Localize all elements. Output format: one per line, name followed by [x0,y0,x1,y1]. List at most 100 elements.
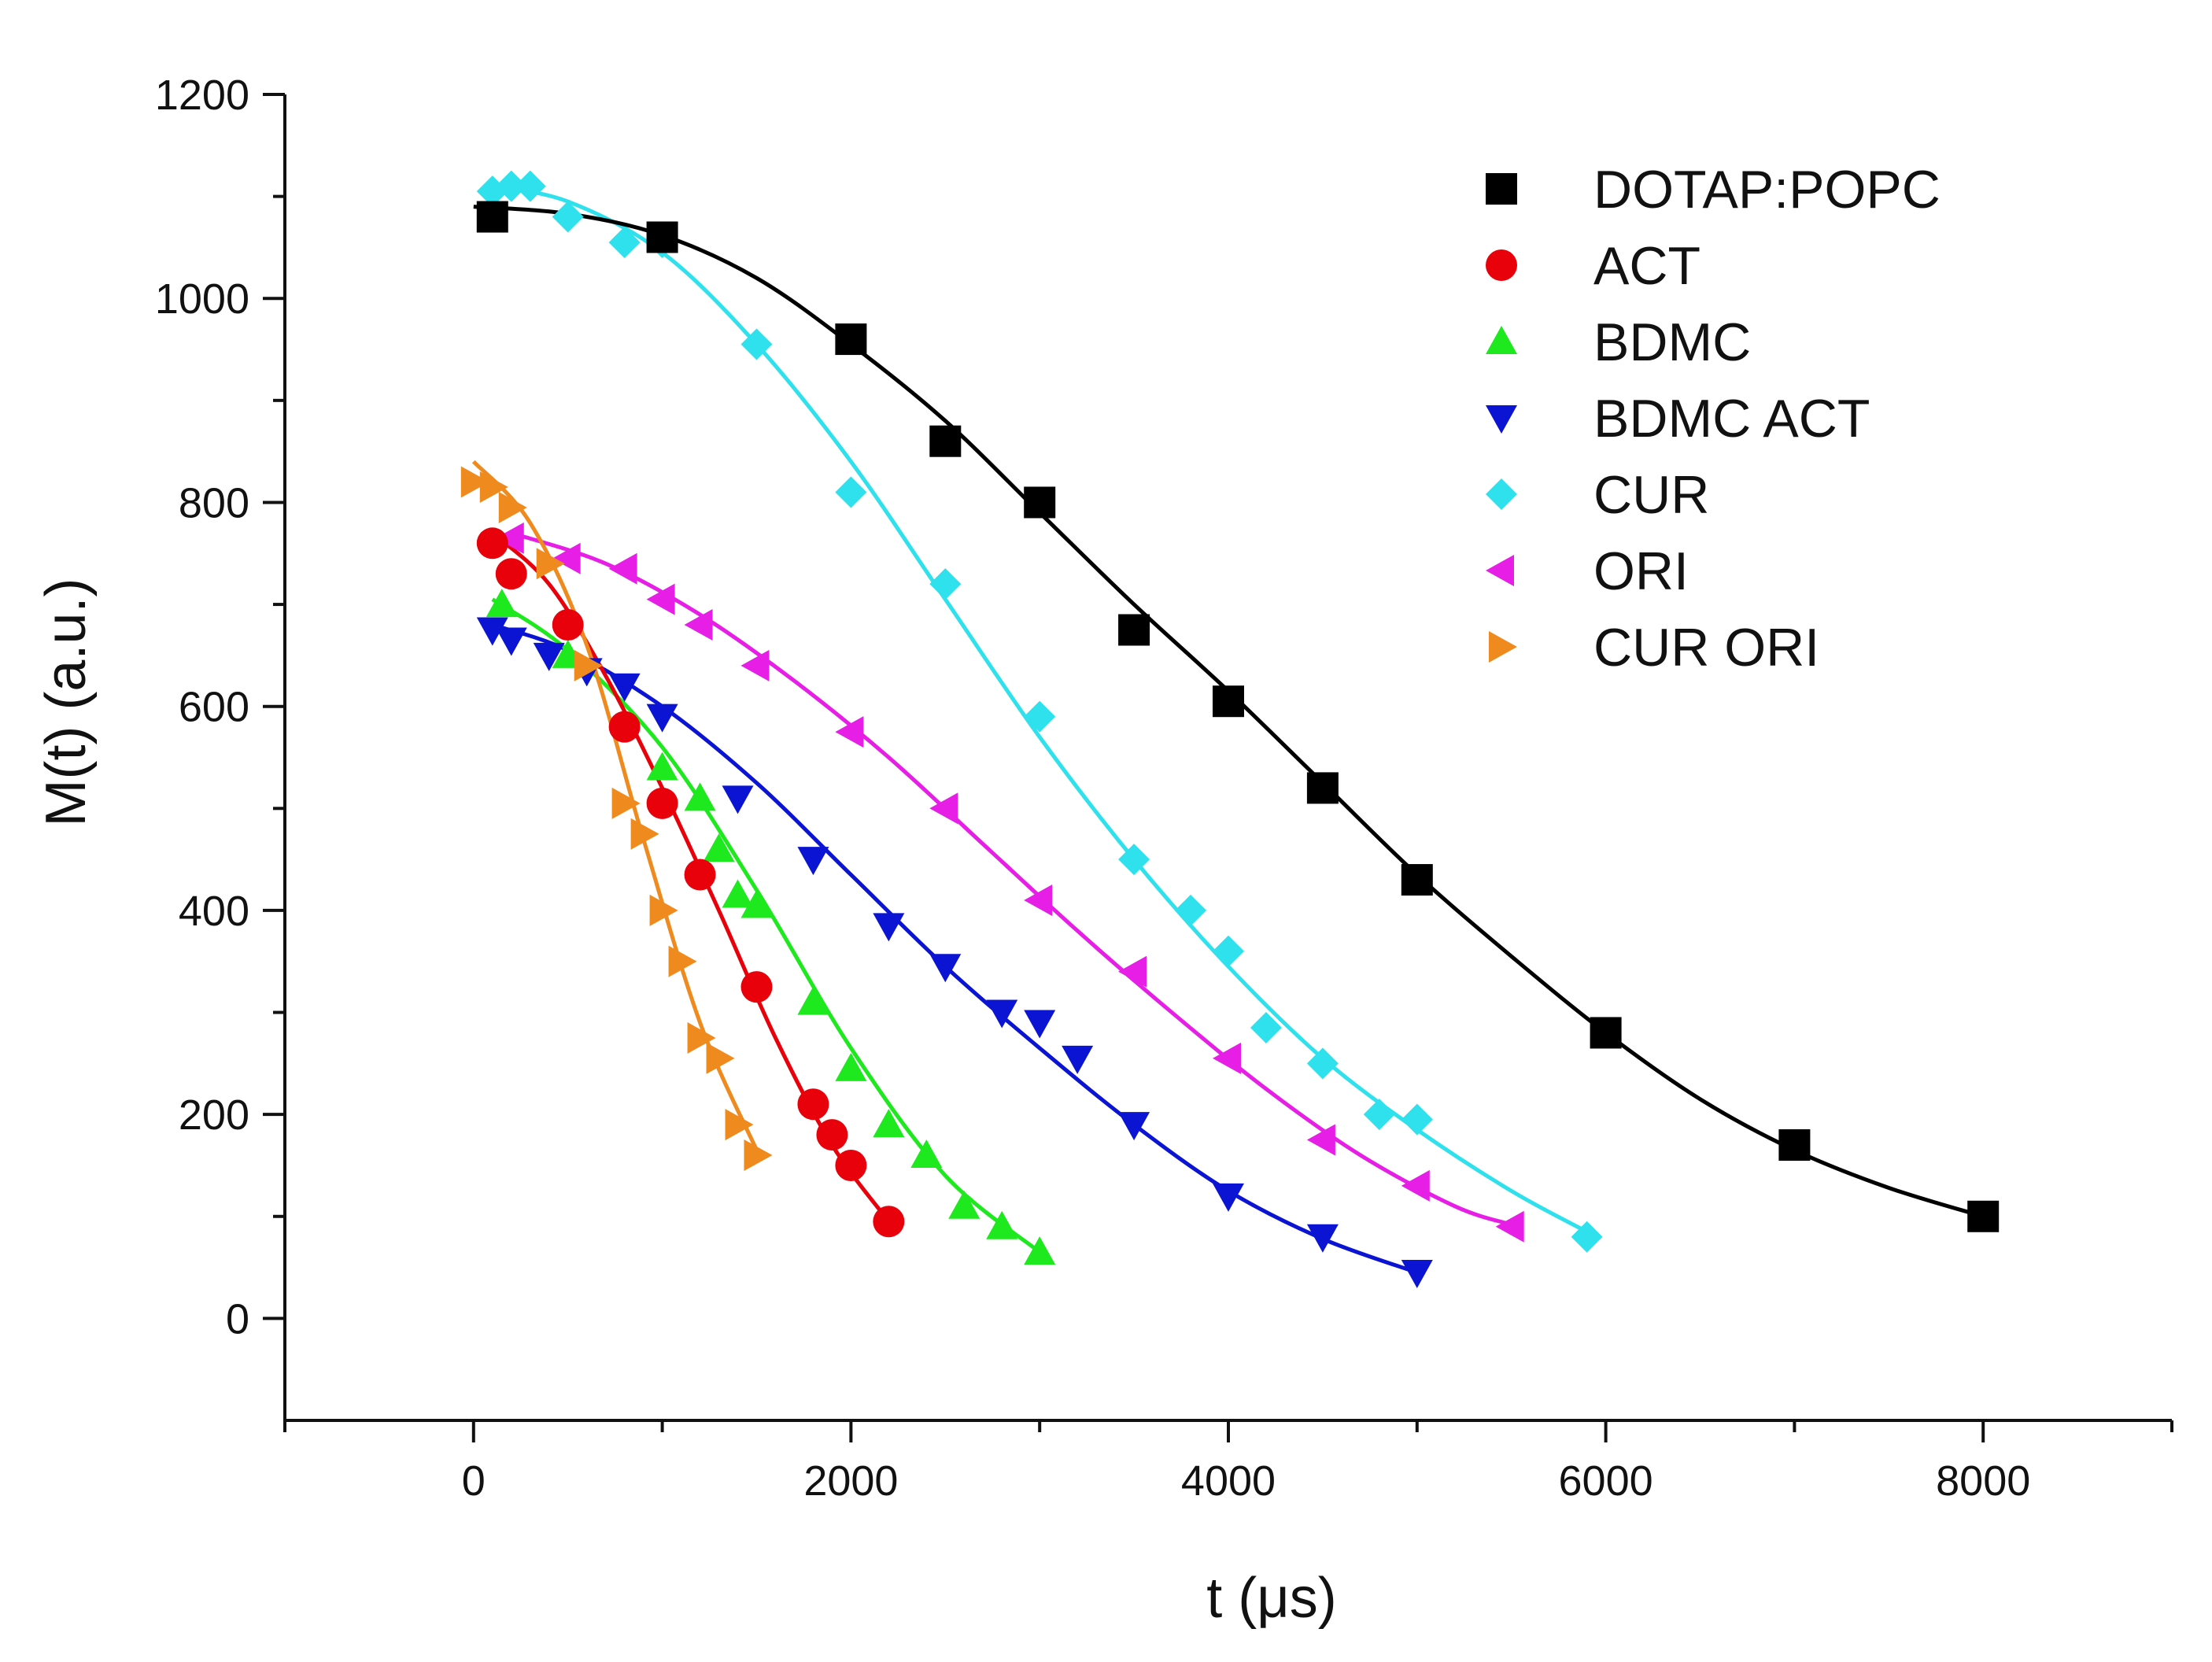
data-point-cur [514,170,546,202]
y-tick-label: 1000 [155,275,249,323]
series-cur-ori [460,466,773,1171]
y-tick-label: 600 [179,684,249,731]
data-point-cur-ori [574,649,603,681]
data-point-dotap-popc [1306,772,1339,804]
data-point-bdmc-act [986,999,1018,1029]
data-point-ori [1495,1210,1524,1243]
data-point-cur [1306,1047,1339,1080]
data-point-act [873,1206,905,1238]
data-point-act [816,1119,848,1151]
data-point-bdmc-act [608,673,641,702]
data-point-ori [495,522,524,554]
data-point-ori [684,609,713,641]
data-point-cur [1175,894,1207,926]
data-point-bdmc-act [722,785,754,814]
data-point-cur [835,476,867,508]
data-point-bdmc-act [495,627,527,656]
data-point-cur-ori [687,1021,716,1054]
data-point-act [476,527,508,560]
legend-label-ori: ORI [1593,541,1689,601]
data-point-bdmc [797,986,829,1015]
data-point-bdmc-act [1401,1260,1433,1289]
data-point-ori [1401,1169,1430,1202]
data-point-cur-ori [498,491,527,523]
data-point-dotap-popc [1967,1200,2000,1232]
data-point-cur-ori [611,787,641,819]
data-point-bdmc [646,752,678,781]
data-point-dotap-popc [1213,685,1244,718]
data-point-bdmc [722,879,754,908]
y-tick-label: 800 [179,479,249,526]
fit-line-cur [492,184,1588,1234]
legend: DOTAP:POPC ACT BDMC BDMC ACT CUR ORI CUR ORI [1486,160,1941,678]
legend-label-act: ACT [1593,236,1701,296]
data-point-cur [740,328,773,360]
data-point-bdmc-act [646,704,678,733]
data-point-act [495,558,527,590]
data-point-bdmc-act [1024,1010,1056,1039]
data-point-bdmc-act [533,642,565,671]
data-point-act [740,971,773,1003]
legend-marker-bdmc-act [1486,405,1517,434]
data-point-ori [1118,955,1147,988]
y-tick-label: 400 [179,888,249,935]
data-point-bdmc [873,1109,905,1138]
data-point-ori [552,542,581,574]
legend-label-bdmc: BDMC [1593,312,1751,372]
series-ori [495,522,1524,1243]
legend-label-dotap-popc: DOTAP:POPC [1593,160,1941,220]
data-point-bdmc-act [1213,1183,1244,1212]
data-point-act [646,787,678,819]
data-point-cur [1118,844,1150,876]
data-point-dotap-popc [1024,486,1056,519]
data-point-ori [929,792,958,825]
data-point-act [835,1149,867,1181]
legend-label-cur: CUR [1593,465,1709,525]
series-dotap-popc [476,201,2000,1232]
data-point-cur [929,568,962,600]
data-point-act [797,1088,829,1121]
series-bdmc-act [476,617,1433,1289]
data-point-ori [835,716,864,748]
data-point-bdmc [740,889,773,918]
series-act [476,527,905,1238]
legend-marker-cur-ori [1489,631,1517,663]
data-point-cur-ori [479,471,508,504]
data-point-ori [740,649,770,681]
data-point-cur-ori [744,1139,773,1171]
data-point-cur [1571,1221,1603,1253]
x-tick-label: 0 [462,1457,486,1505]
data-point-dotap-popc [835,323,867,356]
data-point-cur-ori [649,894,678,926]
data-point-ori [1213,1042,1241,1074]
x-tick-label: 2000 [803,1457,898,1505]
data-point-bdmc [684,782,716,811]
legend-marker-ori [1486,555,1514,586]
x-tick-label: 6000 [1559,1457,1653,1505]
data-point-dotap-popc [1590,1017,1622,1049]
fit-line-ori [511,530,1512,1227]
x-tick-label: 8000 [1936,1457,2030,1505]
data-point-ori [1306,1124,1335,1156]
y-tick-label: 1200 [155,72,249,119]
data-point-cur-ori [668,945,697,977]
legend-marker-act [1486,249,1517,281]
data-point-cur [1363,1099,1395,1131]
data-point-bdmc-act [1118,1112,1150,1141]
data-point-act [608,711,641,743]
data-point-cur [1401,1103,1433,1136]
axes: 0 200 400 600 800 1000 1200 0 2000 4000 6000 8000 t … [35,72,2173,1630]
data-point-cur-ori [725,1109,754,1141]
data-point-cur [1213,935,1244,967]
data-point-cur [1024,700,1056,733]
data-point-cur-ori [536,548,565,580]
data-point-ori [1024,884,1053,916]
data-point-dotap-popc [1118,614,1150,646]
data-point-bdmc-act [929,954,962,983]
data-point-dotap-popc [476,201,508,233]
data-point-ori [608,552,637,585]
data-point-bdmc [486,589,518,618]
x-axis-title: t (μs) [1206,1567,1336,1630]
